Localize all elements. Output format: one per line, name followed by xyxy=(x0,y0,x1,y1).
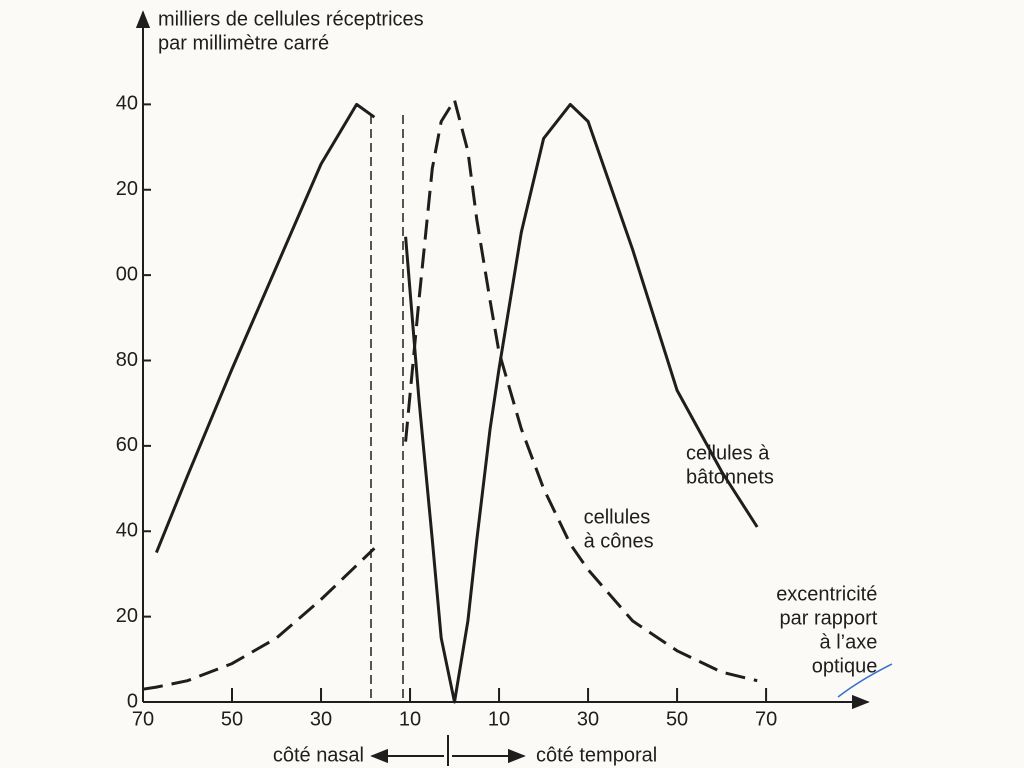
y-tick-label: 00 xyxy=(116,263,138,285)
x-tick-label: 30 xyxy=(310,708,332,730)
annotation: cellules xyxy=(584,507,651,529)
x-tick-label: 70 xyxy=(755,708,777,730)
y-tick-label: 40 xyxy=(116,93,138,115)
y-tick-label: 0 xyxy=(127,690,138,712)
y-tick-label: 80 xyxy=(116,349,138,371)
annotation: par rapport xyxy=(780,608,878,630)
series-line xyxy=(142,98,758,691)
y-tick-label: 60 xyxy=(116,434,138,456)
side-label: côté temporal xyxy=(536,744,657,766)
series-line xyxy=(155,102,759,704)
side-label: côté nasal xyxy=(273,744,364,766)
y-tick-label: 20 xyxy=(116,178,138,200)
annotation: optique xyxy=(812,656,878,678)
x-tick-label: 50 xyxy=(221,708,243,730)
pen-mark xyxy=(837,663,893,698)
axis-title: par millimètre carré xyxy=(158,32,329,54)
x-tick-label: 50 xyxy=(666,708,688,730)
x-tick-label: 10 xyxy=(399,708,421,730)
annotation: à l’axe xyxy=(820,632,878,654)
x-tick-label: 70 xyxy=(132,708,154,730)
annotation: excentricité xyxy=(776,584,877,606)
y-tick-label: 20 xyxy=(116,605,138,627)
y-tick-label: 40 xyxy=(116,520,138,542)
annotation: cellules à xyxy=(686,443,770,465)
x-tick-label: 30 xyxy=(577,708,599,730)
x-tick-label: 10 xyxy=(488,708,510,730)
annotation: bâtonnets xyxy=(686,467,774,489)
axis-title: milliers de cellules réceptrices xyxy=(158,8,424,30)
annotation: à cônes xyxy=(584,531,654,553)
